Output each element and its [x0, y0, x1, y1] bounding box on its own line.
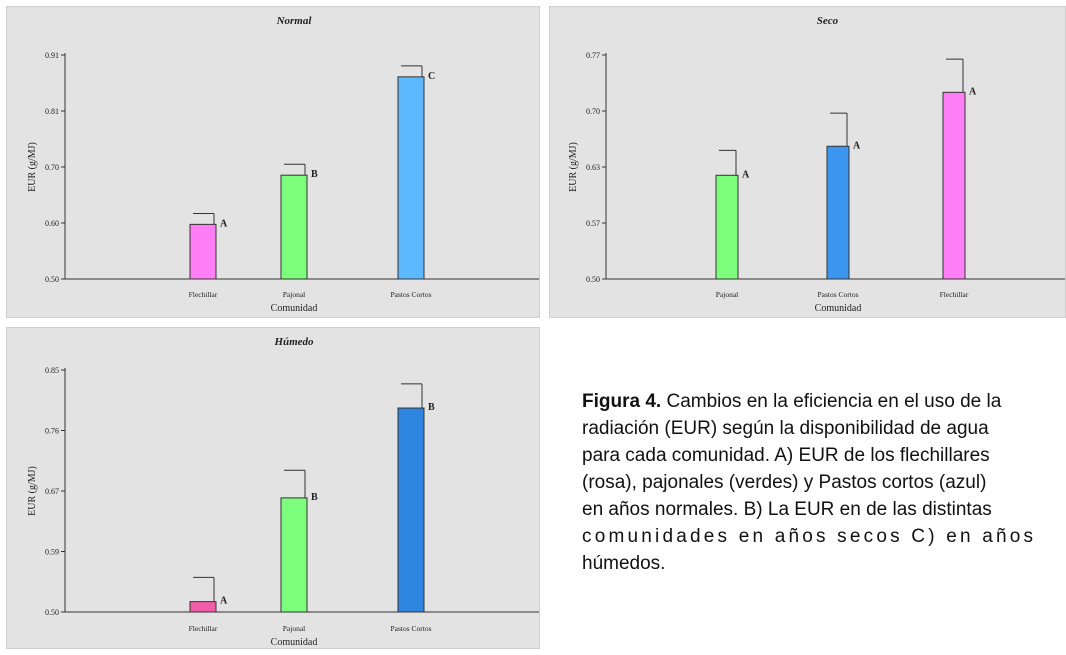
bar	[280, 497, 308, 613]
x-tick-label: Pastos Cortos	[390, 624, 431, 633]
bar	[280, 174, 308, 280]
x-tick-label: Flechillar	[189, 624, 218, 633]
y-axis-label: EUR (g/MJ)	[27, 142, 38, 192]
significance-letter: B	[311, 492, 318, 503]
chart-normal: Normal 0.50 0.60 0.70 0.81 0.91 EUR (g/MJ) A Fle…	[27, 15, 539, 314]
y-tick-label: 0.50	[45, 275, 59, 284]
bar	[942, 91, 966, 280]
significance-letter: A	[220, 218, 228, 229]
x-tick-label: Pajonal	[283, 290, 306, 299]
chart-panel-seco: Seco 0.50 0.57 0.63 0.70 0.77 EUR (g/MJ) A Pajon…	[549, 6, 1066, 318]
caption-line-4: (rosa), pajonales (verdes) y Pastos cort…	[582, 472, 987, 493]
significance-letter: B	[311, 169, 318, 180]
x-tick-label: Pajonal	[716, 290, 739, 299]
caption-line-7: húmedos.	[582, 553, 666, 574]
y-tick-label: 0.60	[45, 219, 59, 228]
y-axis-label: EUR (g/MJ)	[568, 142, 579, 192]
chart-title: Húmedo	[273, 336, 314, 348]
bar	[715, 174, 739, 280]
y-tick-label: 0.59	[45, 548, 59, 557]
x-axis-label: Comunidad	[271, 637, 318, 648]
significance-letter: C	[428, 71, 435, 82]
caption-line-1: Cambios en la eficiencia en el uso de la	[661, 391, 1002, 412]
chart-title: Normal	[276, 15, 313, 27]
x-axis-label: Comunidad	[815, 303, 862, 314]
x-tick-label: Pastos Cortos	[817, 290, 858, 299]
y-tick-label: 0.50	[586, 275, 600, 284]
x-tick-label: Pajonal	[283, 624, 306, 633]
significance-letter: B	[428, 402, 435, 413]
y-tick-label: 0.70	[45, 163, 59, 172]
y-tick-label: 0.85	[45, 366, 59, 375]
significance-letter: A	[853, 140, 861, 151]
bar	[189, 223, 217, 280]
x-axis-label: Comunidad	[271, 303, 318, 314]
bar	[189, 601, 217, 613]
bar	[826, 145, 850, 280]
chart-panel-humedo: Húmedo 0.50 0.59 0.67 0.76 0.85 EUR (g/MJ) A Fle…	[6, 327, 540, 649]
figure-caption: Figura 4. Cambios en la eficiencia en el…	[582, 388, 1066, 577]
y-tick-label: 0.67	[45, 487, 59, 496]
caption-line-5: en años normales. B) La EUR en de las di…	[582, 499, 992, 520]
chart-panel-normal: Normal 0.50 0.60 0.70 0.81 0.91 EUR (g/MJ) A Fle…	[6, 6, 540, 318]
y-tick-label: 0.81	[45, 107, 59, 116]
caption-line-3: para cada comunidad. A) EUR de los flech…	[582, 445, 990, 466]
significance-letter: A	[742, 169, 750, 180]
y-tick-label: 0.70	[586, 107, 600, 116]
x-tick-label: Pastos Cortos	[390, 290, 431, 299]
significance-letter: A	[220, 596, 228, 607]
bar	[397, 76, 425, 280]
y-tick-label: 0.50	[45, 608, 59, 617]
chart-seco: Seco 0.50 0.57 0.63 0.70 0.77 EUR (g/MJ) A Pajon…	[568, 15, 1065, 314]
y-tick-label: 0.91	[45, 51, 59, 60]
y-axis-label: EUR (g/MJ)	[27, 466, 38, 516]
x-tick-label: Flechillar	[189, 290, 218, 299]
caption-line-6: comunidades en años secos C) en años	[582, 526, 1037, 547]
y-tick-label: 0.77	[586, 51, 600, 60]
y-tick-label: 0.57	[586, 219, 600, 228]
y-tick-label: 0.63	[586, 163, 600, 172]
x-tick-label: Flechillar	[940, 290, 969, 299]
caption-label: Figura 4.	[582, 391, 662, 412]
y-tick-label: 0.76	[45, 427, 59, 436]
significance-letter: A	[969, 86, 977, 97]
chart-title: Seco	[817, 15, 839, 27]
chart-humedo: Húmedo 0.50 0.59 0.67 0.76 0.85 EUR (g/MJ) A Fle…	[27, 336, 539, 648]
bar	[397, 407, 425, 613]
caption-line-2: radiación (EUR) según la disponibilidad …	[582, 418, 989, 439]
